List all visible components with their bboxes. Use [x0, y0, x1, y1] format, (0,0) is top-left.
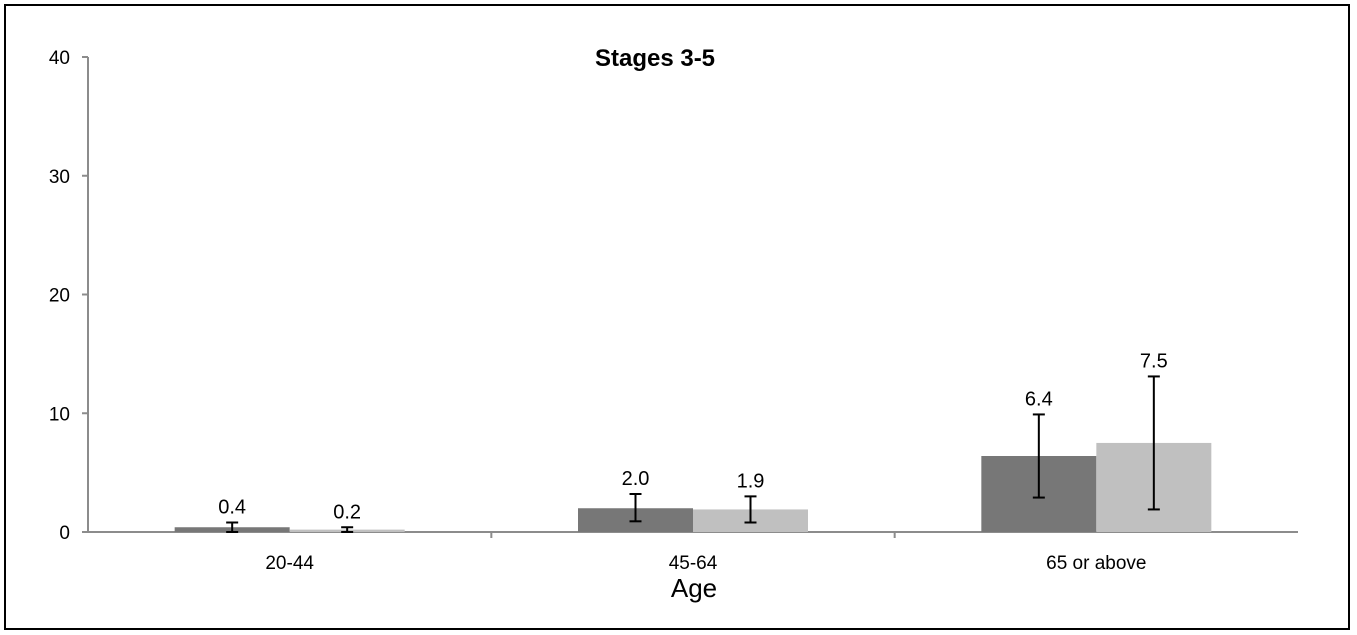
data-label: 2.0 — [622, 468, 650, 490]
data-label: 6.4 — [1025, 388, 1053, 410]
data-label: 1.9 — [737, 470, 765, 492]
x-tick-label: 20-44 — [265, 553, 314, 574]
x-axis-label: Age — [671, 573, 717, 603]
y-tick-label: 10 — [49, 404, 70, 425]
y-tick-label: 30 — [49, 167, 70, 188]
bars: 0.4 0.2 2.0 1.9 6.4 7.5 — [174, 350, 1212, 533]
y-tick-label: 40 — [49, 48, 70, 69]
x-tick-label: 45-64 — [669, 553, 718, 574]
x-tick-label: 65 or above — [1046, 553, 1146, 574]
y-tick-label: 0 — [59, 523, 70, 544]
data-label: 0.2 — [333, 501, 361, 523]
chart-title: Stages 3-5 — [595, 45, 715, 72]
data-label: 7.5 — [1140, 350, 1168, 372]
y-tick-label: 20 — [49, 286, 70, 307]
data-label: 0.4 — [218, 497, 246, 519]
